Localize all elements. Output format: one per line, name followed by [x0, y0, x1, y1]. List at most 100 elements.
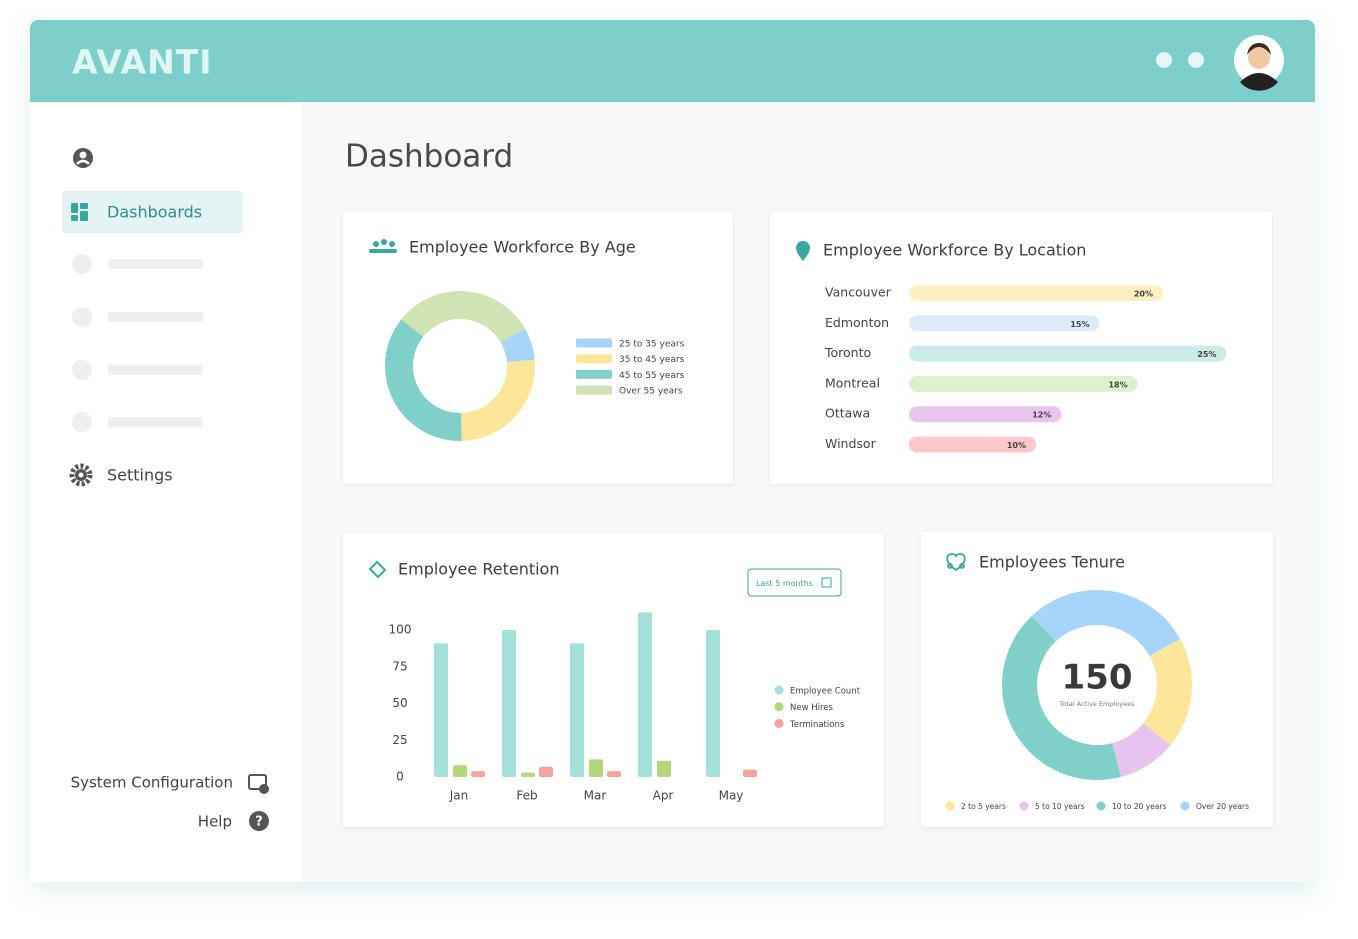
legend-label: 5 to 10 years [1035, 802, 1085, 811]
card-title: Employee Workforce By Location [823, 241, 1086, 260]
donut-segment [1112, 723, 1171, 777]
x-tick-label: Mar [584, 789, 607, 803]
bar [434, 643, 448, 777]
date-range-button[interactable] [747, 568, 842, 597]
legend-label: 2 to 5 years [961, 802, 1006, 811]
donut-segment [1002, 615, 1121, 780]
category-label: Windsor [825, 436, 877, 451]
value-label: 10% [1007, 441, 1026, 450]
legend-label: 35 to 45 years [619, 355, 685, 365]
help-icon[interactable]: ? [249, 811, 269, 831]
nav-item[interactable]: Settings [107, 466, 173, 485]
legend-swatch [576, 354, 612, 364]
donut-segment [460, 359, 535, 441]
bar [638, 612, 652, 777]
nav-placeholders [72, 254, 203, 432]
bar [909, 315, 1100, 332]
y-tick-label: 100 [389, 623, 412, 637]
profile-icon[interactable] [73, 148, 93, 168]
card-title: Employee Retention [398, 560, 559, 579]
config-icon [248, 774, 269, 794]
donut-segment [1143, 638, 1193, 746]
legend-label: 25 to 35 years [619, 340, 685, 350]
bar [589, 759, 603, 777]
bar [743, 769, 757, 777]
bar [909, 406, 1062, 423]
card [343, 533, 884, 827]
category-label: Vancouver [825, 285, 892, 300]
bar [502, 630, 516, 777]
value-label: 18% [1108, 380, 1127, 389]
legend-dot [1180, 801, 1190, 811]
bar [706, 630, 720, 777]
category-label: Montreal [825, 375, 880, 390]
legend-label: 10 to 20 years [1112, 802, 1167, 811]
svg-text:?: ? [255, 815, 263, 830]
page-title: Dashboard [345, 139, 513, 175]
category-label: Ottawa [825, 406, 870, 421]
location-icon [796, 241, 810, 261]
bar [657, 760, 671, 777]
value-label: 20% [1134, 290, 1153, 299]
value-label: 15% [1070, 320, 1089, 329]
center-value: 150 [1062, 658, 1133, 698]
help-link[interactable]: Help [198, 813, 232, 831]
donut-segment [1031, 590, 1181, 656]
date-range-label[interactable]: Last 5 months [756, 579, 813, 588]
y-tick-label: 50 [392, 696, 407, 710]
category-label: Toronto [824, 345, 871, 360]
y-tick-label: 0 [396, 770, 404, 784]
x-tick-label: May [719, 789, 744, 803]
bar [909, 345, 1227, 362]
brand: AVANTI [72, 43, 213, 82]
bar [471, 771, 485, 777]
legend-dot [774, 718, 784, 728]
legend-swatch [576, 338, 612, 348]
y-tick-label: 25 [392, 733, 407, 747]
menu-dot[interactable] [1188, 52, 1204, 68]
bar [453, 765, 467, 777]
bar [909, 436, 1036, 453]
y-tick-label: 75 [392, 659, 407, 673]
card-title: Employee Workforce By Age [409, 238, 636, 257]
category-label: Edmonton [825, 315, 889, 330]
nav-item[interactable]: Dashboards [107, 203, 202, 222]
legend-dot [1019, 801, 1029, 811]
value-label: 25% [1197, 350, 1216, 359]
system-config-link[interactable]: System Configuration [71, 774, 233, 792]
legend-label: Over 20 years [1196, 802, 1249, 811]
card-title: Employees Tenure [979, 553, 1125, 572]
center-label: Total Active Employees [1059, 700, 1136, 708]
settings-icon [69, 463, 93, 487]
x-tick-label: Feb [516, 789, 537, 803]
nav-active[interactable] [62, 191, 243, 233]
calendar-icon [821, 577, 832, 588]
tenure-icon [946, 553, 966, 572]
legend-dot [945, 801, 955, 811]
legend-swatch [576, 385, 612, 395]
donut-segment [385, 319, 462, 441]
retention-icon [368, 560, 387, 579]
legend-dot [774, 702, 784, 712]
bar [539, 766, 553, 777]
header-bar [30, 20, 1315, 102]
legend-swatch [576, 369, 612, 379]
legend-label: Terminations [789, 720, 845, 730]
x-tick-label: Apr [653, 789, 674, 803]
bar [521, 772, 535, 777]
legend-label: 45 to 55 years [619, 371, 685, 381]
bar [909, 375, 1138, 392]
card [921, 532, 1273, 827]
bar [607, 771, 621, 777]
menu-dot[interactable] [1156, 52, 1172, 68]
legend-dot [1096, 801, 1106, 811]
legend-label: New Hires [790, 703, 834, 713]
legend-label: Over 55 years [619, 387, 683, 397]
legend-dot [774, 685, 784, 695]
x-tick-label: Jan [449, 789, 469, 803]
donut-segment [401, 291, 525, 343]
donut-segment [500, 328, 535, 363]
avatar[interactable] [1234, 35, 1284, 91]
